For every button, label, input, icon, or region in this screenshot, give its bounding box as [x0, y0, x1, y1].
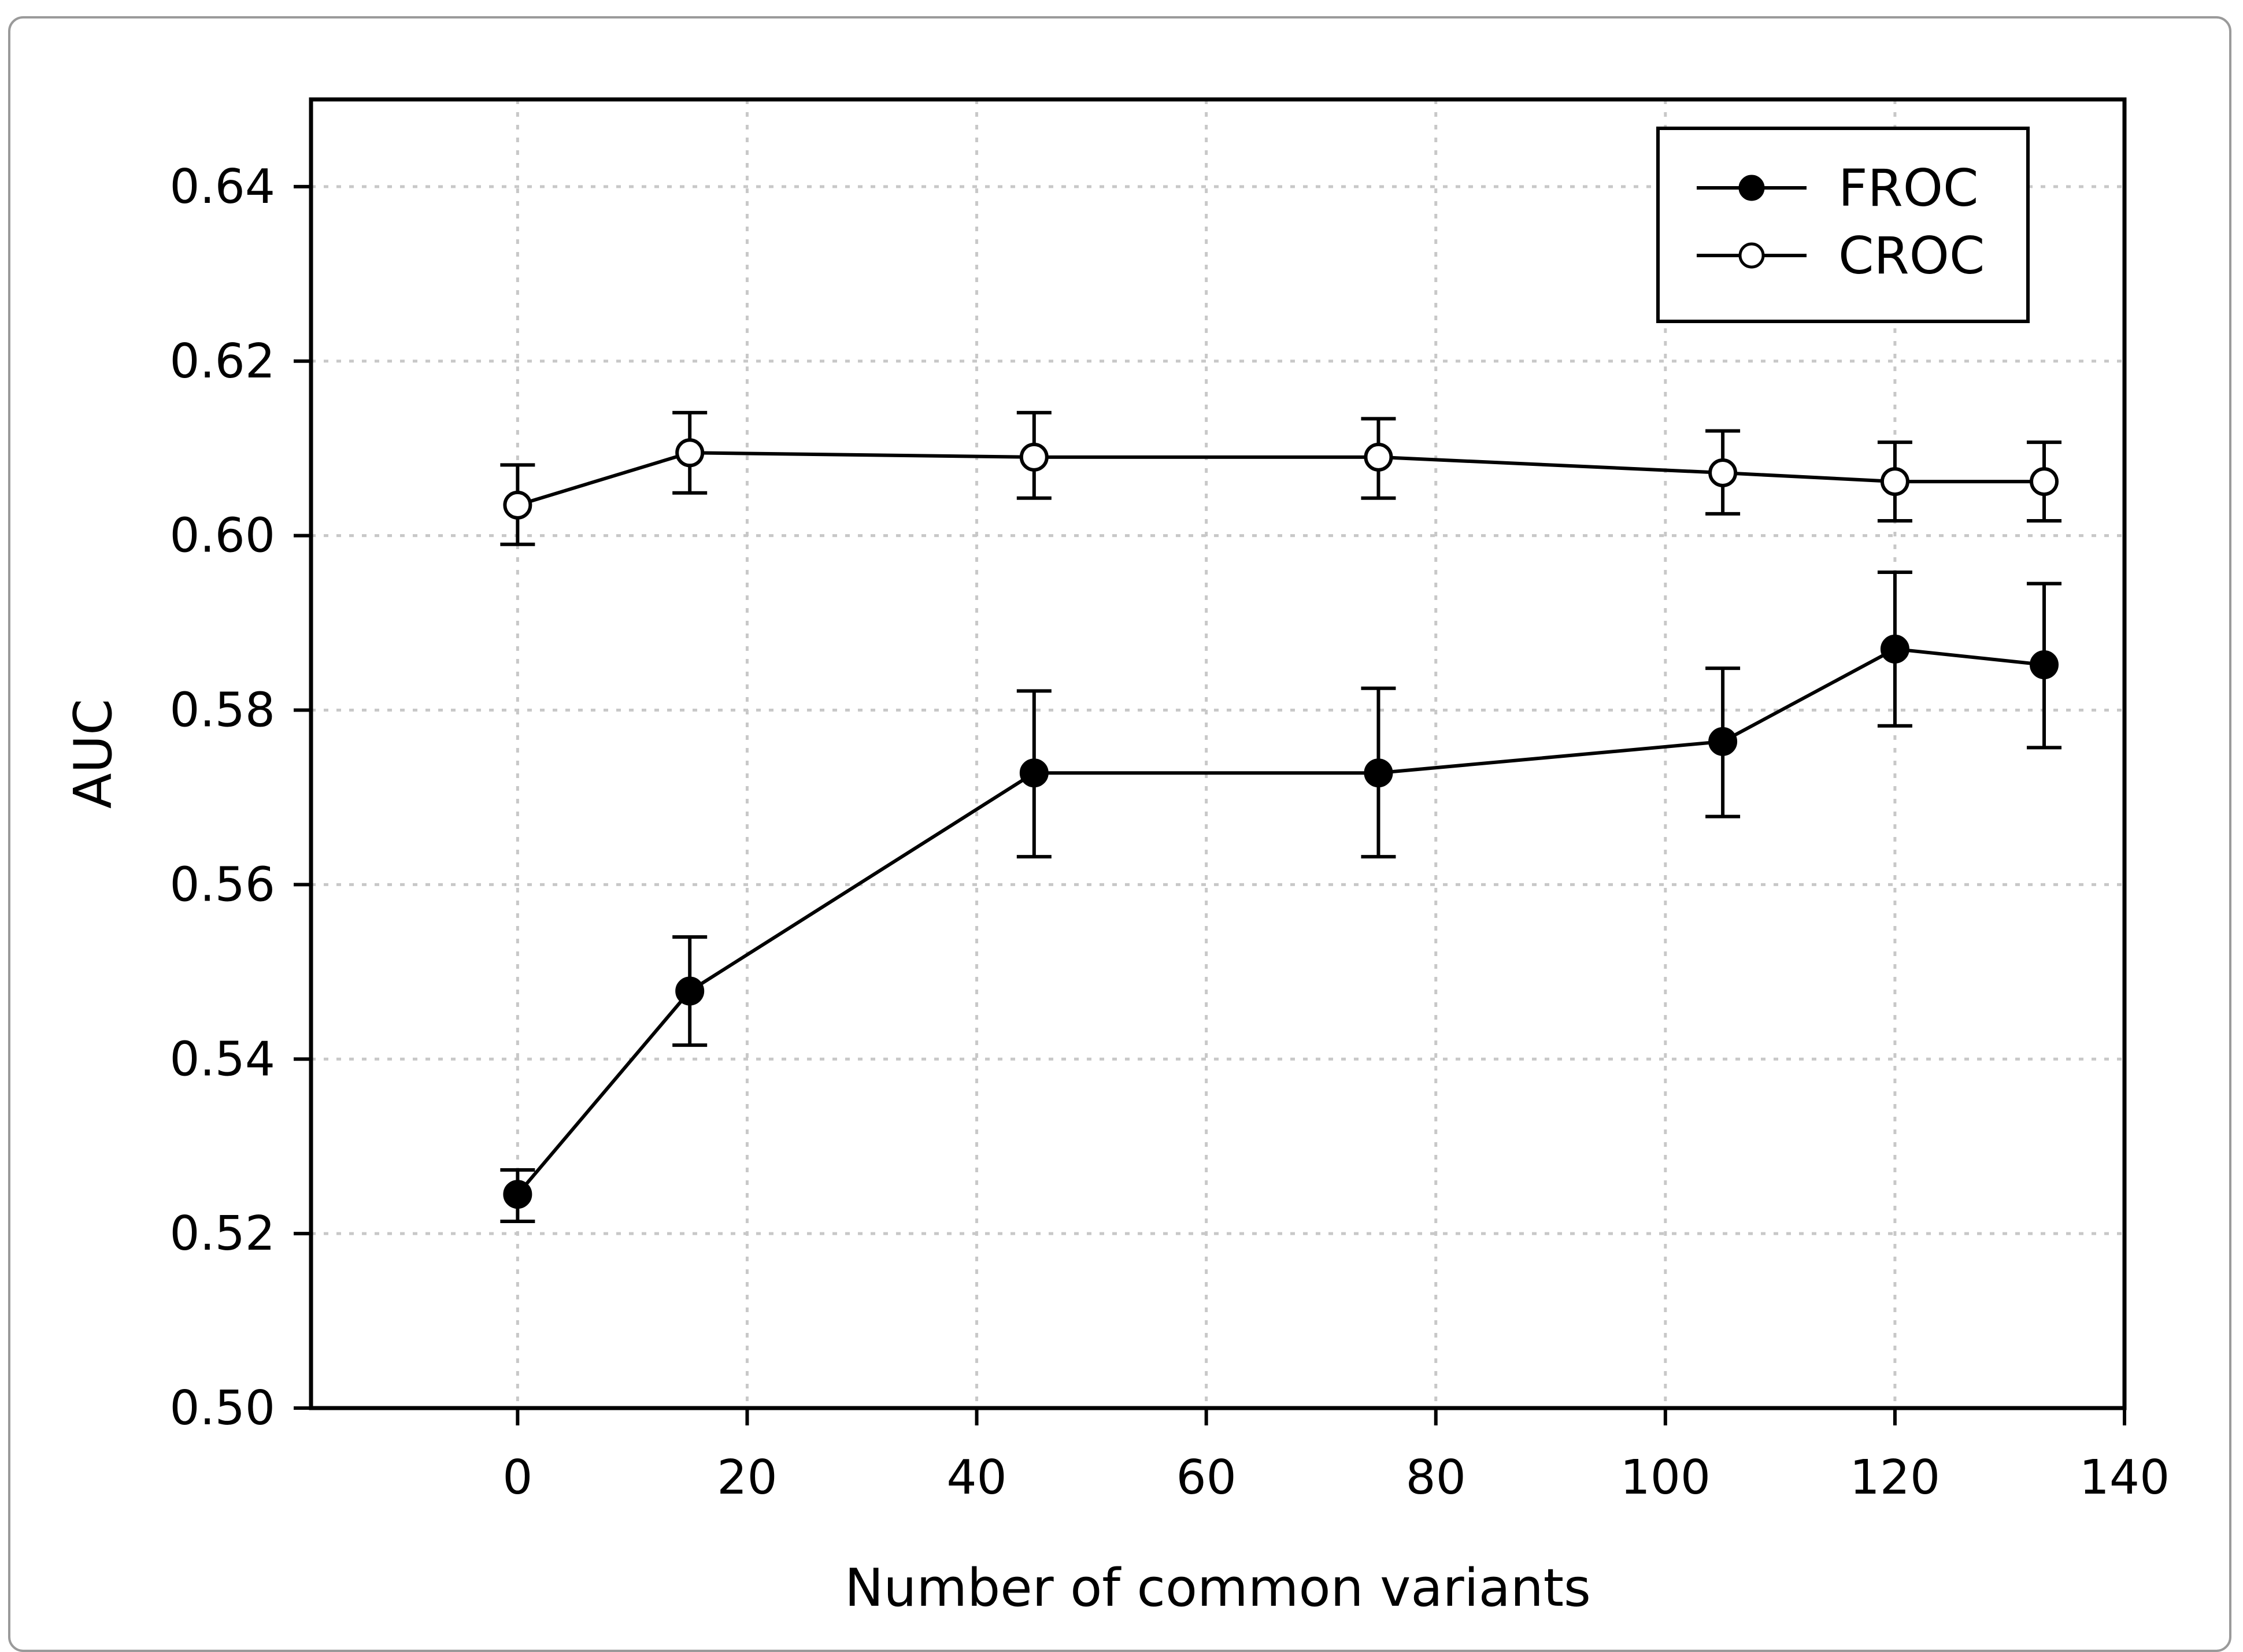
plot-area-border	[309, 97, 2127, 1410]
x-tick-label: 80	[1406, 1450, 1466, 1505]
y-tick-label: 0.56	[169, 857, 275, 912]
froc-point	[2030, 650, 2059, 680]
froc-point	[503, 1180, 532, 1209]
x-tick-label: 120	[1850, 1450, 1941, 1505]
froc-point	[1708, 727, 1738, 756]
y-tick-label: 0.52	[169, 1206, 275, 1261]
froc-point	[1364, 758, 1393, 788]
axis-ticks: 0 20 40 60 80 100 120 140 0.50 0.52 0.54 0.56 0.58 0.…	[169, 160, 2170, 1505]
croc-point	[2030, 467, 2059, 497]
y-tick-label: 0.64	[169, 160, 275, 214]
y-tick-label: 0.54	[169, 1032, 275, 1087]
legend-label-croc: CROC	[1838, 226, 1985, 286]
series-group	[500, 410, 2062, 1224]
froc-line	[516, 647, 2045, 1196]
legend-box	[1656, 127, 2030, 323]
legend-marker-croc	[1738, 242, 1765, 269]
y-tick-label: 0.62	[169, 334, 275, 389]
croc-point	[1019, 442, 1049, 472]
x-axis-title: Number of common variants	[845, 1558, 1591, 1618]
froc-point	[1019, 758, 1049, 788]
croc-point	[1708, 458, 1738, 487]
x-tick-label: 20	[717, 1450, 777, 1505]
x-tick-label: 100	[1620, 1450, 1711, 1505]
froc-point	[1880, 634, 1909, 664]
croc-point	[503, 490, 532, 520]
x-tick-label: 40	[946, 1450, 1006, 1505]
croc-point	[675, 438, 705, 468]
y-tick-label: 0.58	[169, 683, 275, 738]
croc-point	[1880, 467, 1909, 497]
legend: FROC CROC	[1656, 127, 2030, 323]
x-tick-label: 0	[502, 1450, 532, 1505]
y-axis-title: AUC	[63, 699, 124, 809]
croc-point	[1364, 442, 1393, 472]
froc-point	[675, 976, 705, 1006]
legend-marker-froc	[1738, 175, 1765, 201]
y-tick-label: 0.60	[169, 509, 275, 564]
y-tick-label: 0.50	[169, 1381, 275, 1436]
x-tick-label: 140	[2079, 1450, 2170, 1505]
x-tick-label: 60	[1176, 1450, 1236, 1505]
legend-label-froc: FROC	[1838, 158, 1978, 218]
